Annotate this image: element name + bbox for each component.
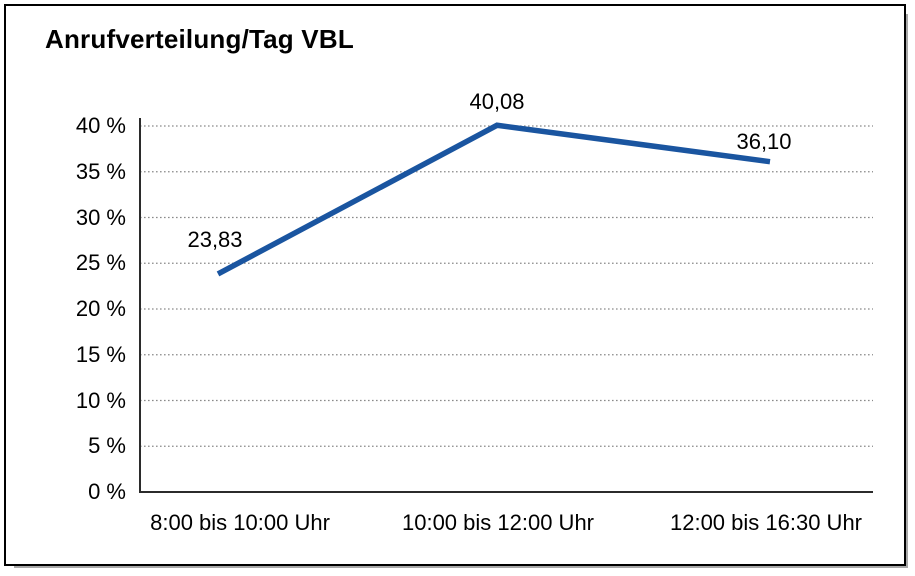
- y-axis-tick-label: 30 %: [75, 204, 126, 230]
- data-line: [216, 122, 771, 277]
- data-point-label: 36,10: [736, 128, 792, 154]
- x-axis-category-label: 12:00 bis 16:30 Uhr: [669, 510, 863, 535]
- y-axis-tick-label: 5 %: [88, 433, 126, 459]
- y-axis-tick-label: 0 %: [88, 479, 126, 504]
- chart-frame: [4, 4, 906, 566]
- data-point-label: 40,08: [469, 89, 525, 115]
- y-axis-tick-label: 10 %: [75, 387, 126, 413]
- x-axis-category-label: 8:00 bis 10:00 Uhr: [150, 510, 330, 535]
- x-axis-category-label: 10:00 bis 12:00 Uhr: [401, 510, 595, 535]
- y-axis-tick-label: 35 %: [75, 158, 126, 184]
- data-point-label: 23,83: [187, 226, 243, 252]
- y-axis-tick-label: 40 %: [75, 113, 126, 138]
- y-axis-tick-label: 15 %: [75, 341, 126, 367]
- chart-title: Anrufverteilung/Tag VBL: [45, 24, 354, 54]
- y-axis-tick-label: 25 %: [75, 250, 126, 276]
- y-axis-tick-label: 20 %: [75, 296, 126, 321]
